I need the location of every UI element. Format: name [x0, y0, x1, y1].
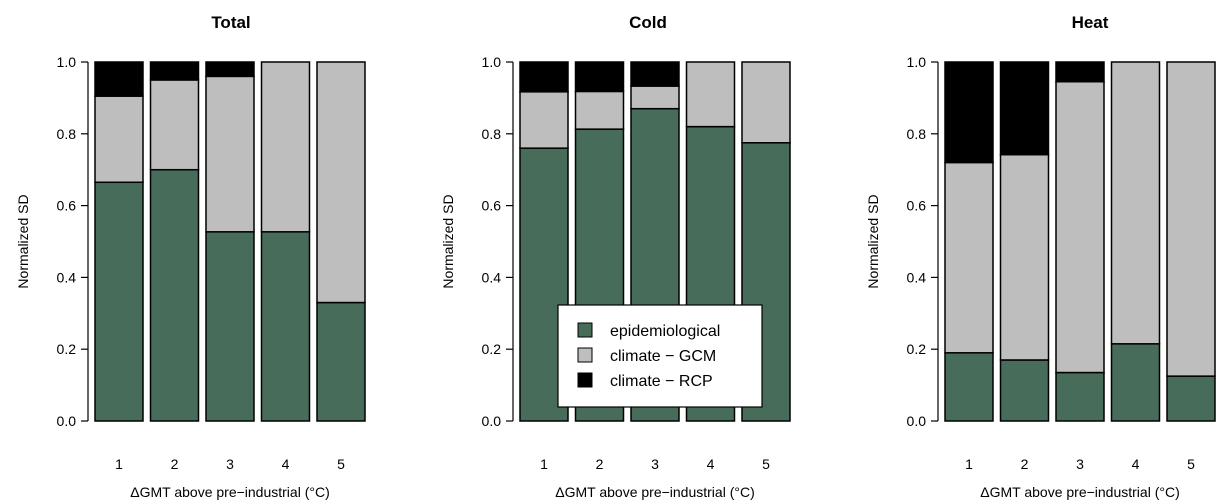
- bar-segment-climate-gcm: [741, 61, 791, 144]
- x-tick-label: 2: [171, 456, 179, 472]
- x-tick-label: 4: [282, 456, 290, 472]
- bar-segment-epidemiological: [1055, 371, 1105, 422]
- bar-segment-climate-gcm: [1055, 80, 1105, 374]
- y-axis-label: Normalized SD: [440, 194, 456, 288]
- x-tick-label: 5: [337, 456, 345, 472]
- panel-title: Total: [211, 13, 250, 32]
- bar-segment-climate-rcp: [205, 61, 255, 78]
- bar-segment-climate-gcm: [316, 61, 366, 304]
- panel-heat: Heat 0.0 0.2 0.4 0.6 0.8 1.0 Normalized SD 1 2 3 4 5…: [865, 13, 1216, 500]
- legend-swatch: [577, 347, 593, 363]
- panel-title: Cold: [629, 13, 667, 32]
- legend-label: climate − GCM: [610, 348, 716, 365]
- bar-segment-epidemiological: [205, 231, 255, 422]
- y-tick-label: 0.6: [57, 198, 77, 214]
- y-tick-label: 0.8: [57, 126, 77, 142]
- x-tick-label: 2: [1021, 456, 1029, 472]
- bar-segment-climate-rcp: [94, 61, 144, 97]
- y-tick-label: 0.2: [907, 341, 927, 357]
- x-tick-label: 5: [762, 456, 770, 472]
- bar-segment-climate-rcp: [519, 61, 569, 93]
- y-tick-label: 0.0: [57, 413, 77, 429]
- x-tick-label: 1: [540, 456, 548, 472]
- y-tick-label: 0.4: [482, 269, 502, 285]
- x-tick-label: 3: [651, 456, 659, 472]
- y-tick-label: 0.4: [907, 269, 927, 285]
- bar-segment-climate-gcm: [999, 153, 1050, 361]
- y-tick-label: 1.0: [907, 54, 927, 70]
- y-tick-label: 0.6: [907, 198, 927, 214]
- x-tick-label: 3: [226, 456, 234, 472]
- x-tick-label: 3: [1076, 456, 1084, 472]
- y-tick-label: 0.4: [57, 269, 77, 285]
- bar-segment-epidemiological: [316, 301, 366, 422]
- bar-segment-climate-gcm: [260, 61, 311, 233]
- bar-segment-epidemiological: [149, 168, 200, 422]
- x-tick-label: 1: [115, 456, 123, 472]
- bar-segment-epidemiological: [1110, 343, 1161, 422]
- bar-segment-climate-gcm: [94, 95, 144, 184]
- bar-segment-climate-gcm: [1166, 61, 1216, 377]
- y-tick-label: 0.2: [57, 341, 77, 357]
- legend: epidemiological climate − GCM climate − RC…: [557, 304, 763, 408]
- bar-segment-climate-gcm: [149, 79, 200, 171]
- bar-segment-climate-gcm: [685, 61, 736, 128]
- x-tick-label: 2: [596, 456, 604, 472]
- bar-segment-climate-gcm: [630, 85, 680, 110]
- legend-label: epidemiological: [610, 323, 720, 340]
- bar-segment-epidemiological: [944, 352, 994, 422]
- bar-segment-climate-rcp: [149, 61, 200, 81]
- y-tick-label: 1.0: [57, 54, 77, 70]
- x-tick-label: 4: [1132, 456, 1140, 472]
- y-tick-label: 0.2: [482, 341, 502, 357]
- legend-label: climate − RCP: [610, 373, 713, 390]
- bar-segment-climate-gcm: [205, 75, 255, 233]
- bar-segment-epidemiological: [94, 181, 144, 422]
- legend-swatch: [577, 322, 593, 338]
- x-axis-label: ΔGMT above pre−industrial (°C): [980, 484, 1180, 500]
- x-axis-label: ΔGMT above pre−industrial (°C): [130, 484, 330, 500]
- x-tick-label: 5: [1187, 456, 1195, 472]
- bar-segment-climate-rcp: [999, 61, 1050, 156]
- panel-title: Heat: [1072, 13, 1109, 32]
- y-tick-label: 0.0: [482, 413, 502, 429]
- bar-segment-epidemiological: [1166, 375, 1216, 422]
- y-tick-label: 0.6: [482, 198, 502, 214]
- panel-total: Total 0.0 0.2 0.4 0.6 0.8 1.0 Normalized SD 1 2 3 4…: [15, 13, 366, 500]
- y-tick-label: 0.8: [482, 126, 502, 142]
- bar-segment-climate-rcp: [574, 61, 625, 93]
- x-axis-label: ΔGMT above pre−industrial (°C): [555, 484, 755, 500]
- x-tick-label: 1: [965, 456, 973, 472]
- legend-swatch: [577, 372, 593, 388]
- y-tick-label: 1.0: [482, 54, 502, 70]
- bar-segment-climate-gcm: [944, 161, 994, 354]
- bar-segment-climate-gcm: [1110, 61, 1161, 345]
- bar-segment-climate-gcm: [574, 90, 625, 130]
- x-tick-label: 4: [707, 456, 715, 472]
- bar-segment-climate-rcp: [944, 61, 994, 164]
- y-axis-label: Normalized SD: [865, 194, 881, 288]
- y-axis-label: Normalized SD: [15, 194, 31, 288]
- y-tick-label: 0.0: [907, 413, 927, 429]
- y-tick-label: 0.8: [907, 126, 927, 142]
- bar-segment-climate-rcp: [630, 61, 680, 87]
- bar-segment-climate-gcm: [519, 91, 569, 149]
- bar-segment-epidemiological: [999, 359, 1050, 422]
- bar-segment-epidemiological: [260, 231, 311, 422]
- panel-cold: Cold 0.0 0.2 0.4 0.6 0.8 1.0 Normalized SD 1 2 3 4 5…: [440, 13, 791, 500]
- bar-segment-climate-rcp: [1055, 61, 1105, 83]
